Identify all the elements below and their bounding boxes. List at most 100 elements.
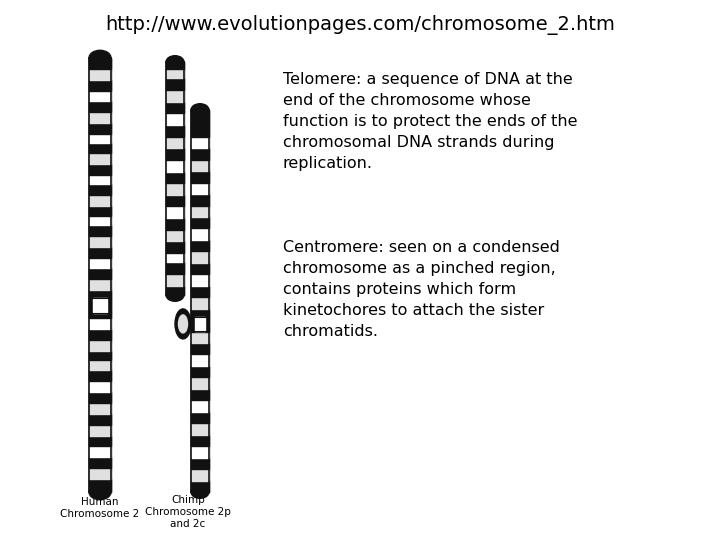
Bar <box>89 123 111 134</box>
Bar <box>191 366 209 377</box>
Bar <box>166 160 184 172</box>
Bar <box>166 69 184 78</box>
Bar <box>191 457 209 469</box>
Bar <box>191 423 209 435</box>
Bar <box>191 400 209 412</box>
Bar <box>191 481 209 492</box>
Bar <box>166 195 184 206</box>
Text: chromosome as a pinched region,: chromosome as a pinched region, <box>283 261 556 276</box>
Bar <box>89 457 111 468</box>
Bar <box>191 297 209 309</box>
Bar <box>191 435 209 446</box>
Bar <box>89 217 111 225</box>
Bar <box>194 317 205 331</box>
Bar <box>166 172 184 183</box>
Bar <box>191 412 209 423</box>
Text: replication.: replication. <box>283 156 373 171</box>
Bar <box>166 102 184 113</box>
Bar <box>89 69 111 80</box>
Bar <box>89 225 111 236</box>
Bar <box>191 274 209 286</box>
Bar <box>89 184 111 195</box>
Bar <box>191 263 209 274</box>
Bar <box>89 236 111 247</box>
Bar <box>89 164 111 175</box>
Bar <box>166 113 184 125</box>
Bar <box>191 110 209 492</box>
Text: Telomere: a sequence of DNA at the: Telomere: a sequence of DNA at the <box>283 72 572 87</box>
Bar <box>89 479 111 492</box>
Bar <box>166 230 184 241</box>
Bar <box>89 279 111 290</box>
Bar <box>191 110 209 492</box>
Bar <box>191 137 209 148</box>
Bar <box>191 354 209 366</box>
Text: Chimp
Chromosome 2p
and 2c: Chimp Chromosome 2p and 2c <box>145 495 231 529</box>
Bar <box>89 414 111 425</box>
Bar <box>89 58 111 492</box>
Bar <box>89 392 111 403</box>
Bar <box>89 258 111 268</box>
Bar <box>89 340 111 351</box>
Bar <box>191 377 209 389</box>
Bar <box>89 360 111 370</box>
Bar <box>89 381 111 392</box>
Bar <box>89 319 111 329</box>
Ellipse shape <box>191 104 209 116</box>
Bar <box>191 110 209 125</box>
Bar <box>89 206 111 217</box>
Bar <box>166 218 184 230</box>
Bar <box>166 125 184 137</box>
Ellipse shape <box>191 485 209 498</box>
Bar <box>166 206 184 218</box>
Text: contains proteins which form: contains proteins which form <box>283 282 516 297</box>
Bar <box>89 58 111 492</box>
Bar <box>191 217 209 228</box>
Bar <box>191 125 209 137</box>
Text: function is to protect the ends of the: function is to protect the ends of the <box>283 114 577 129</box>
Bar <box>89 329 111 340</box>
Text: http://www.evolutionpages.com/chromosome_2.htm: http://www.evolutionpages.com/chromosome… <box>105 15 615 35</box>
Bar <box>191 286 209 297</box>
Bar <box>191 194 209 206</box>
Bar <box>191 183 209 194</box>
Bar <box>89 80 111 91</box>
Ellipse shape <box>89 484 111 500</box>
Bar <box>191 206 209 217</box>
Bar <box>89 91 111 102</box>
Bar <box>166 253 184 262</box>
Bar <box>191 240 209 251</box>
Bar <box>166 183 184 195</box>
Text: kinetochores to attach the sister: kinetochores to attach the sister <box>283 303 544 318</box>
Bar <box>89 268 111 279</box>
Bar <box>166 274 184 286</box>
Bar <box>166 90 184 102</box>
Bar <box>89 351 111 360</box>
Bar <box>166 62 184 295</box>
Bar <box>89 403 111 414</box>
Bar <box>166 78 184 90</box>
Bar <box>89 290 111 319</box>
Text: chromosomal DNA strands during: chromosomal DNA strands during <box>283 135 554 150</box>
Text: Human
Chromosome 2: Human Chromosome 2 <box>60 497 140 519</box>
Bar <box>191 309 209 332</box>
Bar <box>89 102 111 112</box>
Bar <box>89 436 111 447</box>
Ellipse shape <box>166 289 184 301</box>
Bar <box>191 171 209 183</box>
Bar <box>89 112 111 123</box>
Bar <box>191 343 209 354</box>
Text: end of the chromosome whose: end of the chromosome whose <box>283 93 531 108</box>
Bar <box>191 160 209 171</box>
Bar <box>191 228 209 240</box>
Bar <box>191 389 209 400</box>
Bar <box>166 137 184 148</box>
Bar <box>166 286 184 295</box>
Bar <box>89 58 111 69</box>
Bar <box>89 153 111 164</box>
Bar <box>166 62 184 69</box>
Ellipse shape <box>179 315 187 333</box>
Text: chromatids.: chromatids. <box>283 324 378 339</box>
Bar <box>89 247 111 258</box>
Ellipse shape <box>166 56 184 68</box>
